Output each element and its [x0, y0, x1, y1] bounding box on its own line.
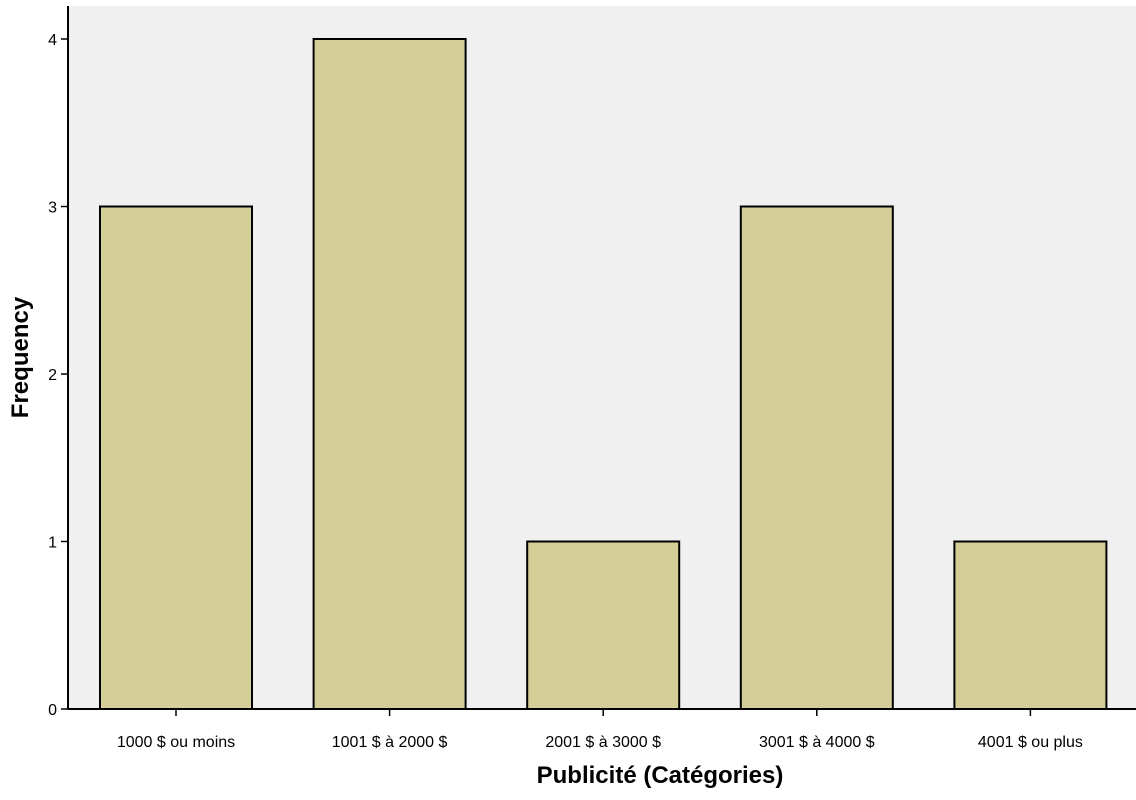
x-tick-label: 2001 $ à 3000 $: [545, 734, 661, 751]
bar: [312, 38, 467, 710]
x-axis-title: Publicité (Catégories): [537, 762, 784, 789]
x-tick-label: 1000 $ ou moins: [117, 734, 235, 751]
y-tick-label: 3: [48, 200, 57, 217]
bar: [739, 205, 894, 710]
x-tick-label: 3001 $ à 4000 $: [759, 734, 875, 751]
axes-group: [67, 6, 1136, 710]
bars-group: [99, 38, 1108, 710]
x-tick-label: 4001 $ ou plus: [978, 734, 1083, 751]
y-ticks-group: 0 1 2 3 4: [48, 32, 68, 719]
y-tick-label: 4: [48, 32, 57, 49]
y-tick-label: 2: [48, 367, 57, 384]
x-tick-label: 1001 $ à 2000 $: [332, 734, 448, 751]
bar: [526, 540, 681, 710]
y-tick-label: 0: [48, 702, 57, 719]
bar: [99, 205, 253, 710]
bar: [953, 540, 1108, 710]
y-axis-title: Frequency: [7, 296, 34, 418]
x-ticks-group: 1000 $ ou moins 1001 $ à 2000 $ 2001 $ à 3…: [117, 709, 1083, 751]
y-tick-label: 1: [48, 535, 57, 552]
